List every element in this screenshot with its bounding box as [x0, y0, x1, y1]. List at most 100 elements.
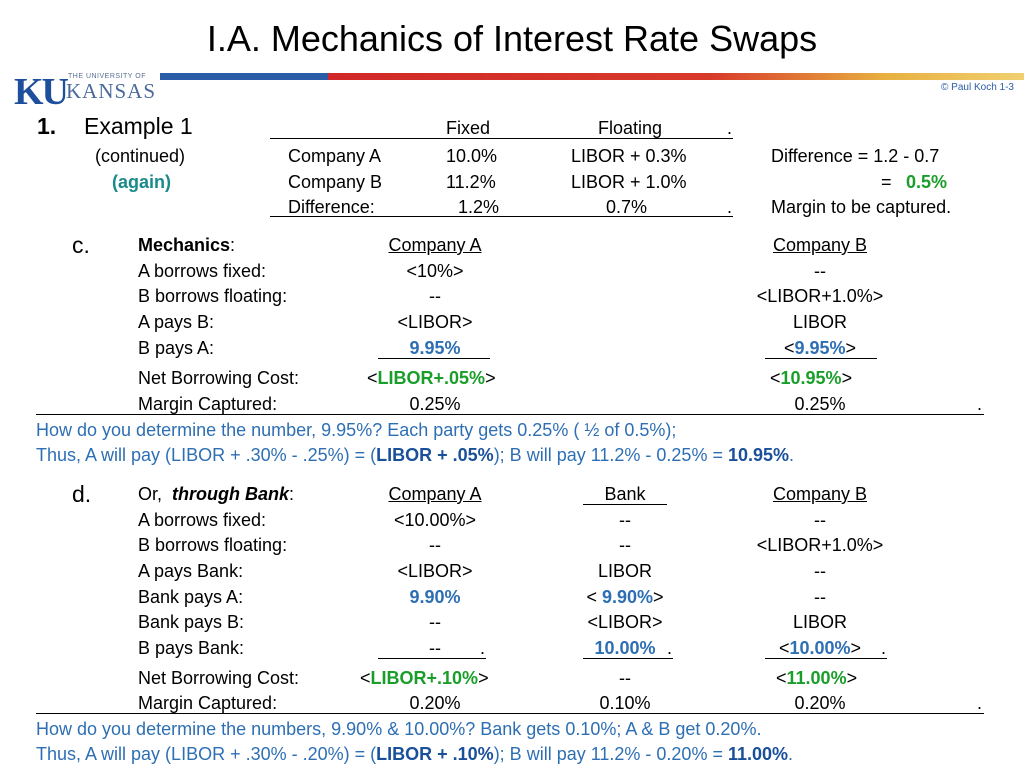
cell-bank: 10.00% [594, 638, 656, 658]
row-label: A borrows fixed: [138, 510, 267, 530]
nbc-label: Net Borrowing Cost: [138, 668, 300, 688]
row-label: B pays Bank: [138, 638, 245, 658]
row-label: B borrows floating: [138, 286, 288, 306]
cell-a: 9.90% [409, 587, 461, 607]
nbc-b-value: 10.95% [780, 368, 842, 388]
hdr-fixed: Fixed [446, 118, 491, 138]
cell-b: -- [814, 510, 826, 530]
mc-a: 0.25% [409, 394, 461, 414]
cell-b: LIBOR [792, 612, 848, 632]
b-pays-bank-underline-bank [583, 658, 673, 659]
note-d-2: Thus, A will pay (LIBOR + .30% - .20%) =… [36, 744, 794, 764]
copyright: © Paul Koch 1-3 [941, 82, 1014, 93]
nbc-b-value: 11.00% [786, 668, 847, 688]
nbc-bank: -- [619, 668, 631, 688]
margin-note: Margin to be captured. [771, 197, 952, 217]
section-d-heading: Or, through Bank: [138, 484, 295, 504]
cell-a: -- [429, 638, 441, 658]
b-pays-bank-dot-b: . [881, 638, 887, 658]
bank-underline [583, 504, 667, 505]
b-pays-a-value: 9.95% [794, 338, 846, 358]
difference-value: 0.5% [906, 172, 948, 192]
nbc-label: Net Borrowing Cost: [138, 368, 300, 388]
mc-dot: . [977, 693, 983, 713]
row-name: Difference: [288, 197, 375, 217]
row-name: Company B [288, 172, 383, 192]
nbc-a: <LIBOR+.05%> [367, 368, 496, 388]
b-pays-bank-value: 10.00% [789, 638, 851, 658]
nbc-a-value: LIBOR+.10% [370, 668, 479, 688]
section-c-divider [36, 414, 984, 415]
row-label: Bank pays A: [138, 587, 244, 607]
ku-logo: KU [14, 71, 69, 113]
row-floating: 0.7% [606, 197, 648, 217]
cell-a: -- [429, 612, 441, 632]
b-pays-a-underline-b [765, 358, 877, 359]
row-label: A pays Bank: [138, 561, 244, 581]
nbc-b: <10.95%> [770, 368, 853, 388]
cell-bank: <LIBOR> [587, 612, 663, 632]
cell-bank: -- [619, 510, 631, 530]
nbc-a-value: LIBOR+.05% [377, 368, 486, 388]
mechanics-label: Mechanics [138, 235, 231, 255]
section-d-letter: d. [72, 481, 92, 507]
cell-a: <LIBOR> [397, 561, 473, 581]
header-bar-red [328, 73, 1024, 80]
nbc-a: <LIBOR+.10%> [360, 668, 489, 688]
hdr-floating: Floating [598, 118, 663, 138]
col-company-a: Company A [388, 484, 482, 504]
row-fixed: 1.2% [458, 197, 500, 217]
b-pays-a-underline-a [378, 358, 490, 359]
row-label: A pays B: [138, 312, 215, 332]
col-company-a: Company A [388, 235, 482, 255]
cell-a: 9.95% [409, 338, 461, 358]
cell-bank: LIBOR [597, 561, 653, 581]
row-fixed: 10.0% [446, 146, 498, 166]
cell-b: <10.00%> [778, 638, 862, 658]
cell-b: <LIBOR+1.0%> [756, 535, 884, 555]
logo-kansas-text: KANSAS [66, 79, 157, 103]
cell-b: <LIBOR+1.0%> [756, 286, 884, 306]
difference-underline [270, 216, 733, 217]
cell-b: <9.95%> [783, 338, 857, 358]
mc-a: 0.20% [409, 693, 461, 713]
row-floating: LIBOR + 1.0% [571, 172, 687, 192]
cell-b: -- [814, 587, 826, 607]
note-c-1: How do you determine the number, 9.95%? … [36, 420, 677, 440]
difference-dot: . [727, 197, 733, 217]
note-c-2: Thus, A will pay (LIBOR + .30% - .25%) =… [36, 445, 795, 465]
section-d-divider [36, 713, 984, 714]
col-bank: Bank [604, 484, 646, 504]
difference-formula: Difference = 1.2 - 0.7 [771, 146, 940, 166]
mc-bank: 0.10% [599, 693, 651, 713]
logo-university-text: THE UNIVERSITY OF [68, 73, 146, 80]
page-title: I.A. Mechanics of Interest Rate Swaps [206, 18, 818, 59]
continued-label: (continued) [95, 146, 186, 166]
header-bar-blue [160, 73, 328, 80]
row-floating: LIBOR + 0.3% [571, 146, 687, 166]
section-c-heading: Mechanics: [138, 235, 235, 256]
row-label: B pays A: [138, 338, 215, 358]
equals-sign: = [881, 172, 892, 192]
note-d-1: How do you determine the numbers, 9.90% … [36, 719, 762, 739]
cell-bank: -- [619, 535, 631, 555]
item-number: 1. [37, 113, 57, 139]
cell-b: LIBOR [792, 312, 848, 332]
cell-a: -- [429, 535, 441, 555]
col-company-b: Company B [772, 484, 868, 504]
bank-pays-a-value: 9.90% [601, 587, 654, 607]
cell-b: -- [814, 261, 826, 281]
example-label: Example 1 [84, 113, 193, 139]
mc-label: Margin Captured: [138, 693, 278, 713]
example-header-underline [270, 138, 733, 139]
hdr-dot: . [727, 118, 733, 138]
col-company-b: Company B [772, 235, 868, 255]
cell-a: <10.00%> [393, 510, 477, 530]
cell-a: <LIBOR> [397, 312, 473, 332]
mc-label: Margin Captured: [138, 394, 278, 414]
b-pays-bank-underline-b [765, 658, 887, 659]
mc-dot: . [977, 394, 983, 414]
row-label: B borrows floating: [138, 535, 288, 555]
section-c-letter: c. [72, 232, 90, 258]
through-bank-label: through Bank [172, 484, 290, 504]
